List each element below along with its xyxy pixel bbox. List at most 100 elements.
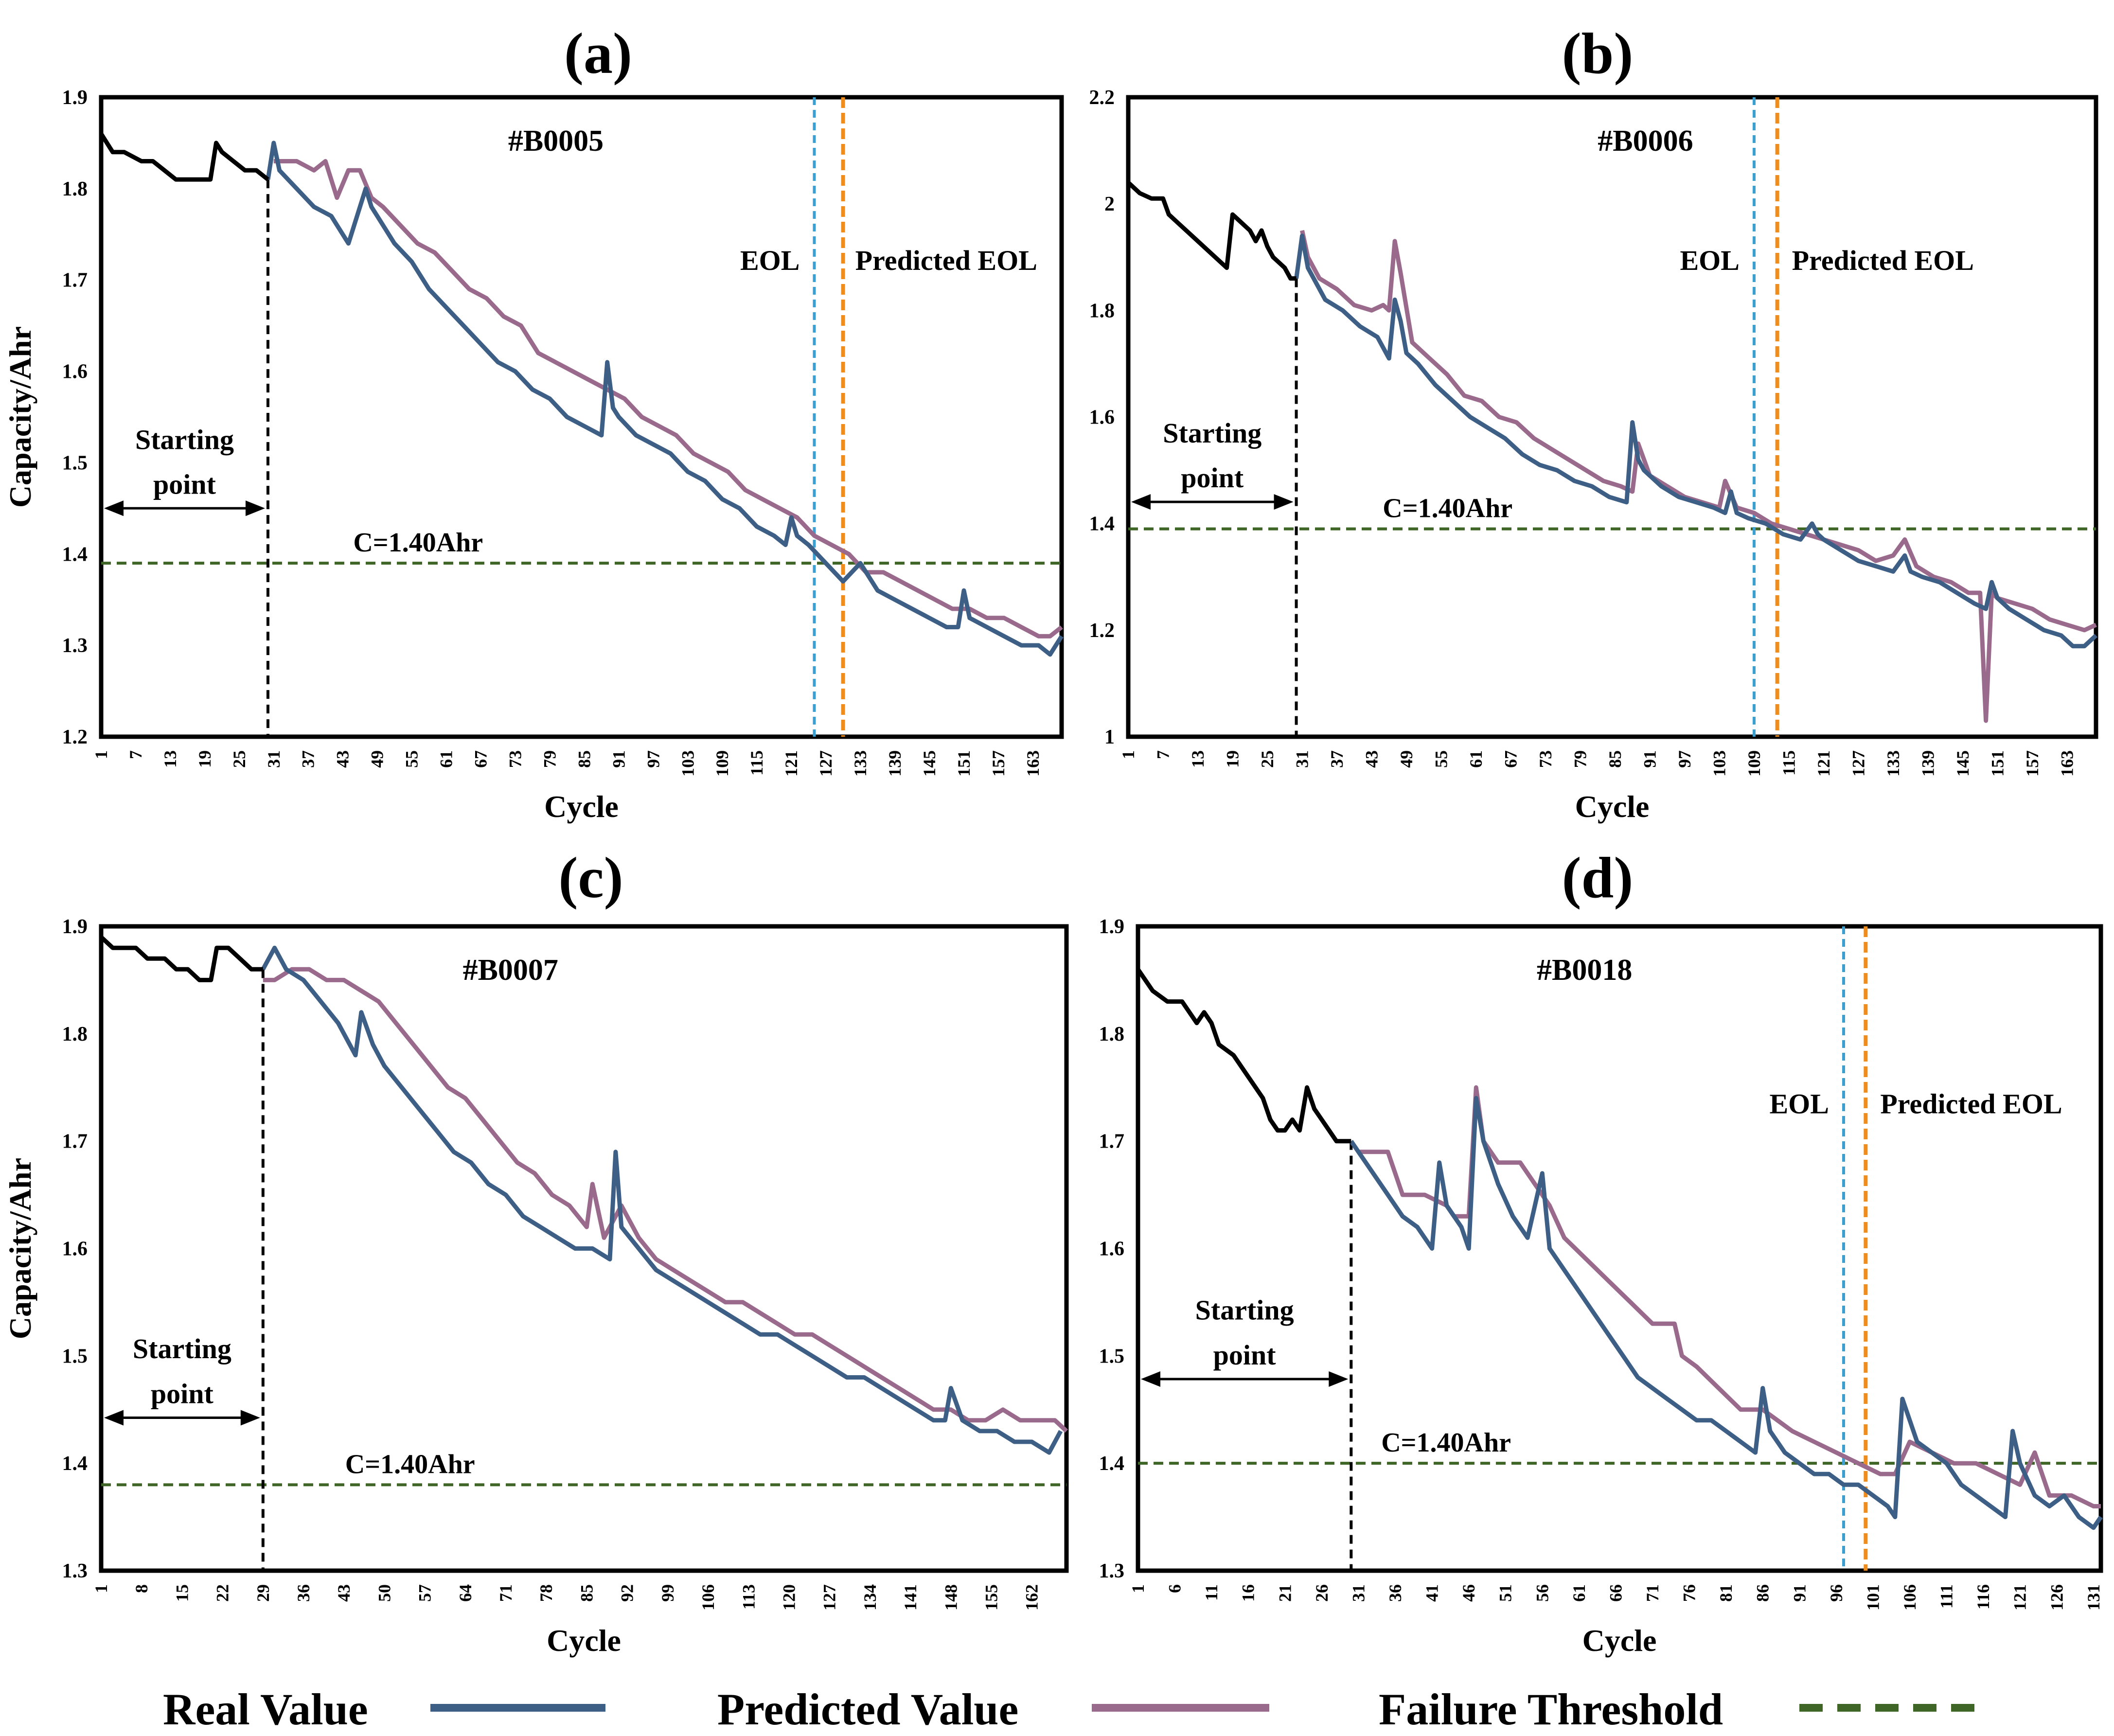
x-tick-label: 106 xyxy=(1900,1584,1919,1611)
x-tick-label: 126 xyxy=(2047,1584,2066,1611)
x-tick-label: 36 xyxy=(1386,1584,1405,1602)
starting-point-arrowhead-left xyxy=(104,1410,124,1426)
series-line-history xyxy=(99,935,263,982)
x-tick-label: 31 xyxy=(264,750,284,768)
eol-label: EOL xyxy=(1769,1088,1829,1119)
chart-panel-d: (d)1.31.41.51.61.71.81.91 6 11 16 21 26 31 36 41… xyxy=(1099,845,2103,1658)
x-tick-label: 145 xyxy=(920,750,939,777)
chart-panel-a: (a) 1.2 1.3 1.4 1.5 1.6 1.7 1.8 1.9 1 7 13 19 25 31 37 4… xyxy=(3,21,1064,824)
series-line-predicted xyxy=(1300,230,2097,723)
x-tick-label: 29 xyxy=(253,1584,273,1602)
x-tick-label: 103 xyxy=(678,750,697,777)
series-line-real xyxy=(1294,233,2098,649)
y-tick-label: 1.8 xyxy=(62,1023,88,1045)
chart-title: #B0018 xyxy=(1537,954,1632,987)
starting-point-arrowhead-left xyxy=(1141,1371,1160,1387)
y-axis-label: Capacity/Ahr xyxy=(3,1158,37,1339)
x-tick-label: 157 xyxy=(2023,750,2042,777)
x-tick-label: 163 xyxy=(1023,750,1043,777)
x-tick-label: 85 xyxy=(1605,750,1625,768)
x-tick-label: 127 xyxy=(816,750,835,777)
y-tick-label: 1.4 xyxy=(1099,1453,1125,1475)
x-tick-label: 22 xyxy=(213,1584,232,1602)
y-tick-label: 1.5 xyxy=(1099,1345,1125,1367)
x-tick-label: 31 xyxy=(1292,750,1312,768)
x-tick-label: 109 xyxy=(1744,750,1764,777)
x-tick-label: 111 xyxy=(1937,1584,1956,1609)
x-tick-label: 61 xyxy=(437,750,456,768)
x-tick-label: 115 xyxy=(747,750,766,776)
chart-panel-c: (c) 1.3 1.4 1.5 1.6 1.7 1.8 1.9 1 8 15 22 29 36 43 50 57… xyxy=(3,845,1069,1658)
panel-label: (d) xyxy=(1562,845,1634,910)
y-tick-label: 1.3 xyxy=(62,635,88,657)
y-tick-label: 1.2 xyxy=(62,726,88,748)
starting-point-label: Starting xyxy=(1163,417,1261,449)
y-tick-label: 1.8 xyxy=(1099,1023,1125,1045)
starting-point-arrowhead-right xyxy=(240,1410,260,1426)
x-tick-label: 41 xyxy=(1422,1584,1442,1602)
x-tick-label: 163 xyxy=(2057,750,2077,777)
legend-threshold-label: Failure Threshold xyxy=(1379,1684,1723,1734)
predicted-eol-label: Predicted EOL xyxy=(855,245,1037,276)
x-tick-label: 57 xyxy=(415,1584,435,1602)
starting-point-label: Starting xyxy=(1195,1294,1294,1326)
x-tick-label: 25 xyxy=(1258,750,1277,768)
plot-frame xyxy=(1126,95,2098,739)
y-tick-label: 1.9 xyxy=(62,87,88,109)
x-tick-label: 51 xyxy=(1496,1584,1515,1602)
x-tick-label: 162 xyxy=(1022,1584,1042,1611)
panel-label: (a) xyxy=(564,21,632,86)
x-tick-label: 6 xyxy=(1165,1584,1185,1593)
x-tick-label: 121 xyxy=(2010,1584,2030,1611)
starting-point-label: Starting xyxy=(135,424,234,455)
threshold-label: C=1.40Ahr xyxy=(345,1449,475,1479)
x-tick-label: 37 xyxy=(299,750,318,768)
x-axis-label: Cycle xyxy=(544,789,619,824)
x-tick-label: 151 xyxy=(1988,750,2007,777)
x-tick-label: 66 xyxy=(1606,1584,1625,1602)
x-tick-label: 148 xyxy=(941,1584,960,1611)
x-tick-label: 13 xyxy=(1188,750,1208,768)
x-tick-label: 43 xyxy=(1362,750,1381,768)
x-tick-label: 7 xyxy=(1153,750,1172,759)
y-tick-label: 1.3 xyxy=(1099,1560,1125,1582)
starting-point-label: Starting xyxy=(133,1333,231,1364)
plot-frame xyxy=(99,95,1064,739)
x-tick-label: 61 xyxy=(1466,750,1486,768)
x-tick-label: 139 xyxy=(1918,750,1937,777)
x-tick-label: 120 xyxy=(779,1584,799,1611)
x-tick-label: 55 xyxy=(1431,750,1451,768)
x-tick-label: 91 xyxy=(609,750,628,768)
x-tick-label: 121 xyxy=(782,750,801,777)
eol-label: EOL xyxy=(740,245,800,276)
series-line-predicted xyxy=(273,159,1063,638)
x-tick-label: 121 xyxy=(1814,750,1833,777)
y-tick-label: 1.5 xyxy=(62,452,88,474)
threshold-label: C=1.40Ahr xyxy=(1383,494,1512,524)
x-tick-label: 133 xyxy=(1883,750,1903,777)
x-tick-label: 36 xyxy=(294,1584,313,1602)
x-tick-label: 43 xyxy=(333,750,353,768)
y-tick-label: 1.6 xyxy=(62,1238,88,1260)
y-tick-label: 1.7 xyxy=(62,1131,88,1153)
threshold-label: C=1.40Ahr xyxy=(1381,1428,1511,1458)
x-tick-label: 19 xyxy=(1223,750,1242,768)
y-tick-label: 1.9 xyxy=(1099,916,1125,938)
legend-predicted-label: Predicted Value xyxy=(717,1684,1018,1734)
series-line-real xyxy=(1349,1096,2103,1530)
x-tick-label: 15 xyxy=(172,1584,192,1602)
y-tick-label: 1.4 xyxy=(1089,513,1115,535)
chart-title: #B0007 xyxy=(463,954,558,987)
x-tick-label: 101 xyxy=(1863,1584,1883,1611)
x-tick-label: 97 xyxy=(1675,750,1694,768)
series-line-history xyxy=(1126,180,1297,281)
x-tick-label: 21 xyxy=(1275,1584,1295,1602)
x-tick-label: 113 xyxy=(739,1584,758,1610)
x-tick-label: 1 xyxy=(91,750,111,759)
x-tick-label: 1 xyxy=(1119,750,1138,759)
starting-point-arrowhead-right xyxy=(245,500,265,516)
starting-point-arrowhead-left xyxy=(104,500,124,516)
x-tick-label: 1 xyxy=(1128,1584,1148,1593)
x-tick-label: 67 xyxy=(471,750,491,768)
